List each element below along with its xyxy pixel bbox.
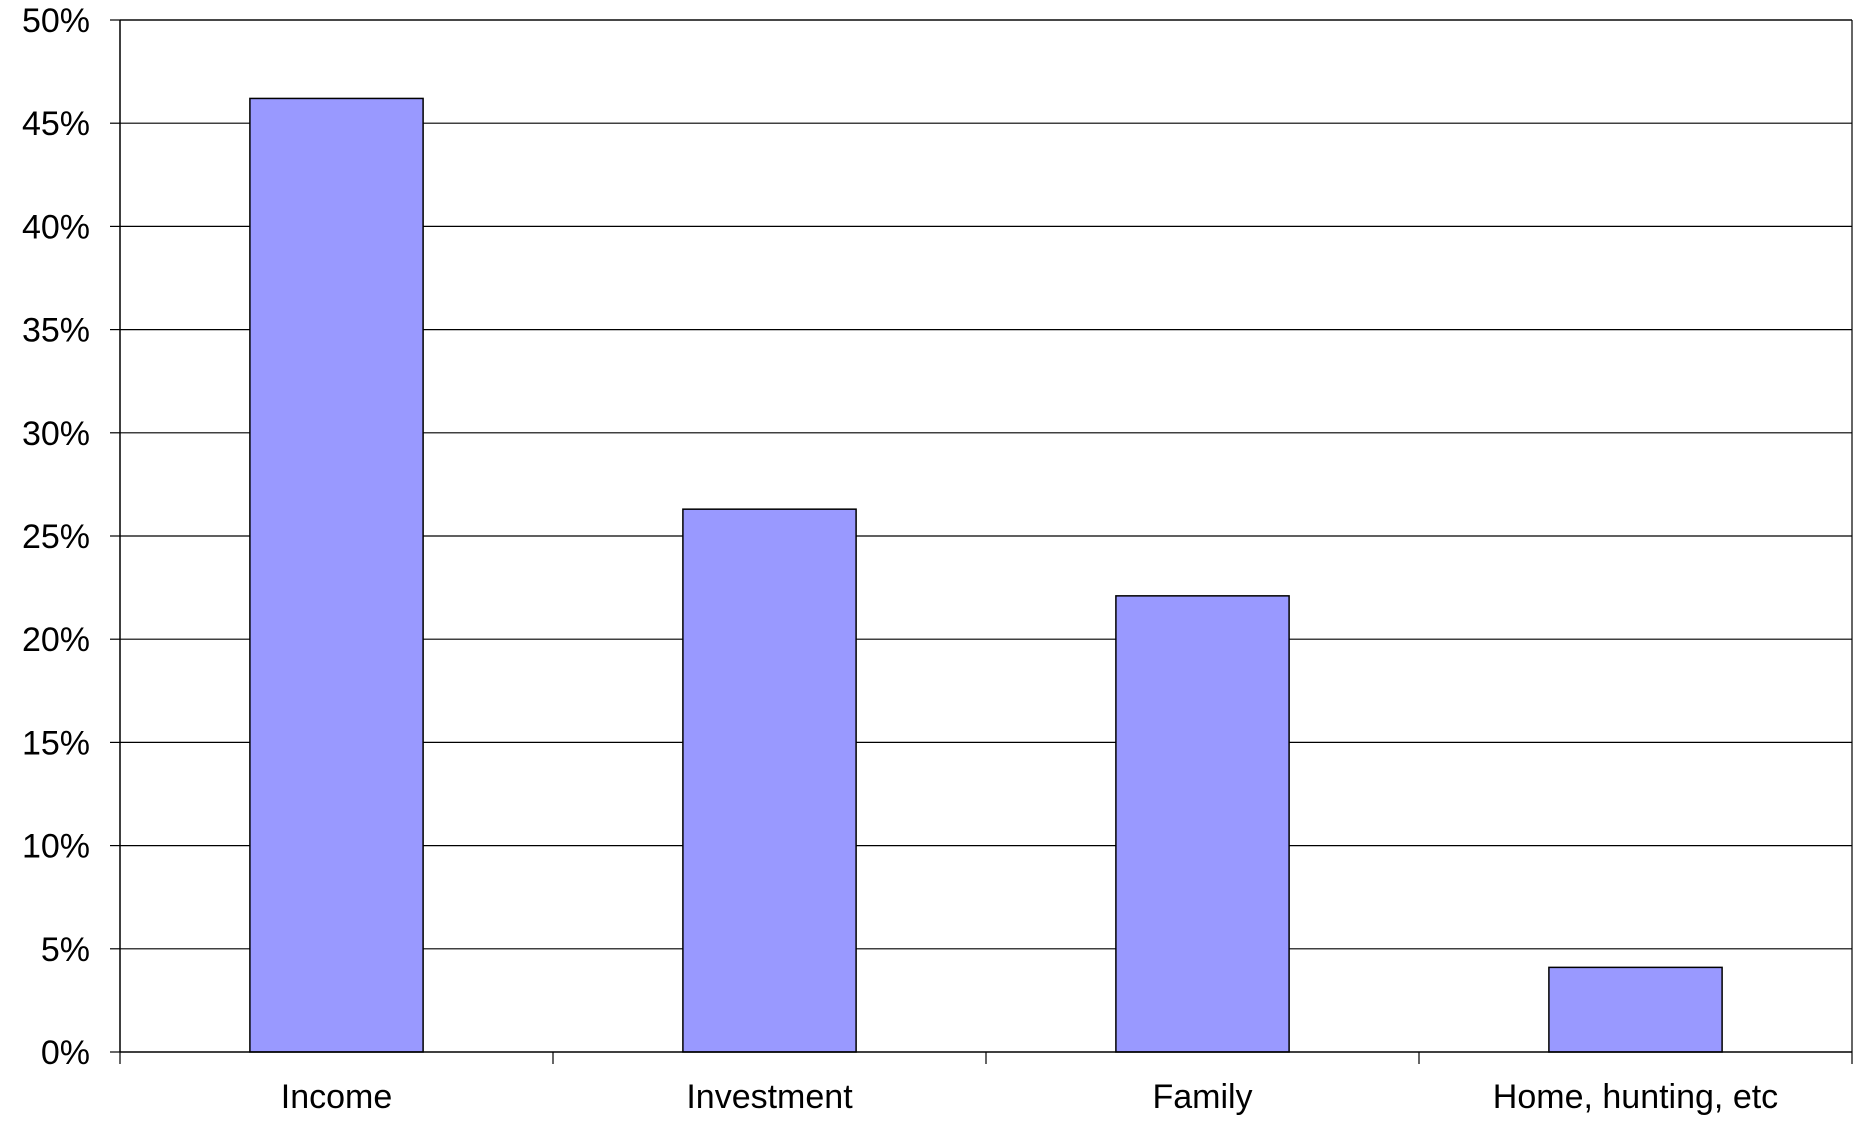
bar-investment: [682, 508, 857, 1053]
axes: [110, 19, 1853, 1064]
x-tick-label: Investment: [686, 1078, 853, 1116]
x-tick-label: Income: [281, 1078, 393, 1116]
y-tick-label: 25%: [22, 518, 90, 556]
y-tick-label: 15%: [22, 724, 90, 762]
y-tick-label: 10%: [22, 828, 90, 866]
y-tick-label: 20%: [22, 621, 90, 659]
y-tick-label: 30%: [22, 415, 90, 453]
y-tick-label: 40%: [22, 208, 90, 246]
x-tick-label: Home, hunting, etc: [1493, 1078, 1778, 1116]
tick-labels: 0% 5% 10% 15% 20% 25% 30% 35% 40% 45% 50% Income Inv…: [22, 2, 1778, 1116]
y-tick-label: 0%: [41, 1034, 90, 1072]
bars: [249, 97, 1723, 1053]
bar-home-hunting-etc: [1548, 966, 1723, 1053]
y-tick-label: 45%: [22, 105, 90, 143]
y-tick-label: 50%: [22, 2, 90, 40]
y-tick-label: 35%: [22, 312, 90, 350]
bar-family: [1115, 595, 1290, 1053]
y-tick-label: 5%: [41, 931, 90, 969]
bar-income: [249, 97, 424, 1053]
x-tick-label: Family: [1152, 1078, 1252, 1116]
